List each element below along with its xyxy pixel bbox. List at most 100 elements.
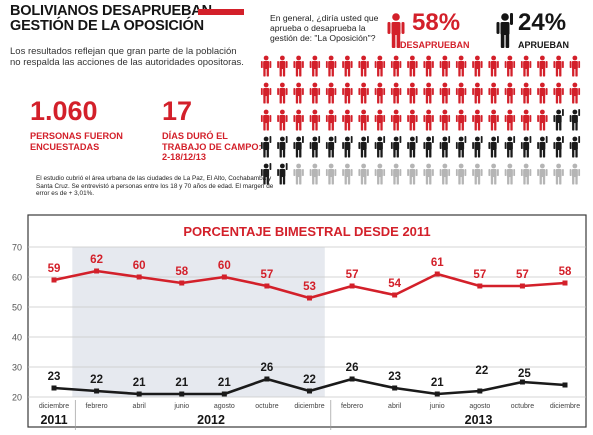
data-label: 26 <box>261 362 274 374</box>
data-label: 22 <box>90 374 103 386</box>
disapprove-person-icon <box>520 55 532 77</box>
approve-label: APRUEBAN <box>518 40 570 50</box>
data-label: 23 <box>48 371 61 383</box>
disapprove-person-icon <box>342 109 353 131</box>
disapprove-person-icon <box>553 55 564 77</box>
year-label: 2013 <box>465 413 493 427</box>
disapprove-person-icon <box>293 109 304 131</box>
neutral-person-icon <box>455 163 467 185</box>
survey-pictogram <box>260 55 581 185</box>
data-point <box>94 268 100 274</box>
disapprove-person-icon <box>260 109 272 131</box>
x-tick-label: abril <box>133 403 147 410</box>
disapprove-person-icon <box>472 55 483 77</box>
disapprove-person-icon <box>569 55 581 77</box>
chart-frame <box>27 214 587 428</box>
disapprove-person-icon <box>423 82 434 104</box>
disapprove-person-icon <box>488 109 499 131</box>
disapprove-person-icon <box>407 109 418 131</box>
disapprove-person-icon <box>407 82 418 104</box>
disapprove-person-icon <box>472 82 483 104</box>
disapprove-person-icon <box>439 109 451 131</box>
data-point <box>51 277 57 283</box>
disapprove-person-icon <box>504 82 516 104</box>
x-tick-label: febrero <box>85 403 107 410</box>
headline-subtitle: Los resultados reflejan que gran parte d… <box>10 46 244 68</box>
disapprove-person-icon <box>374 82 386 104</box>
data-point <box>562 280 568 286</box>
neutral-person-icon <box>553 163 564 185</box>
disapprove-person-icon <box>390 55 402 77</box>
data-label: 25 <box>518 368 531 380</box>
disapprove-person-icon <box>455 82 467 104</box>
neutral-person-icon <box>537 163 548 185</box>
approve-person-icon <box>277 163 288 185</box>
neutral-person-icon <box>439 163 451 185</box>
disapprove-person-icon <box>374 55 386 77</box>
approve-person-icon <box>358 136 369 158</box>
disapprove-person-icon <box>260 82 272 104</box>
approve-person-icon <box>260 163 272 185</box>
neutral-person-icon <box>390 163 402 185</box>
data-point <box>349 376 355 382</box>
approve-percentage: 24% <box>518 9 567 36</box>
disapprove-person-icon <box>520 109 532 131</box>
neutral-person-icon <box>358 163 369 185</box>
data-point <box>179 391 185 397</box>
disapprove-person-icon <box>342 82 353 104</box>
data-label: 23 <box>388 371 401 383</box>
x-tick-label: diciembre <box>294 403 324 410</box>
x-tick-label: abril <box>388 403 402 410</box>
data-point <box>519 283 525 289</box>
data-point <box>264 283 270 289</box>
days-value: 17 <box>162 96 193 126</box>
year-label: 2011 <box>40 413 67 427</box>
data-point <box>307 295 312 301</box>
disapprove-person-icon <box>553 82 564 104</box>
data-label: 58 <box>175 266 188 278</box>
x-tick-label: febrero <box>341 403 363 410</box>
disapprove-person-icon <box>358 82 369 104</box>
data-label: 21 <box>133 377 146 389</box>
disapprove-person-icon <box>293 55 304 77</box>
data-point <box>221 391 227 397</box>
neutral-person-icon <box>342 163 353 185</box>
disapprove-percentage: 58% <box>412 9 461 36</box>
disapprove-person-icon <box>325 82 337 104</box>
headline-line-2: GESTIÓN DE LA OPOSICIÓN <box>10 17 204 34</box>
x-tick-label: octubre <box>511 403 534 410</box>
disapprove-person-icon <box>309 109 321 131</box>
disapprove-person-icon <box>455 109 467 131</box>
neutral-person-icon <box>423 163 434 185</box>
approve-person-icon <box>520 136 532 158</box>
approve-person-icon <box>569 136 581 158</box>
neutral-person-icon <box>569 163 581 185</box>
approve-person-icon <box>342 136 353 158</box>
y-tick-label: 50 <box>12 303 22 313</box>
disapprove-person-icon <box>325 109 337 131</box>
approve-person-icon <box>455 136 467 158</box>
disapprove-person-icon <box>537 82 548 104</box>
disapprove-person-icon <box>439 82 451 104</box>
survey-question: En general, ¿diría usted que aprueba o d… <box>270 13 379 44</box>
disapprove-person-icon <box>569 82 581 104</box>
disapprove-person-icon <box>390 109 402 131</box>
disapprove-person-icon <box>390 82 402 104</box>
disapprove-person-icon <box>423 55 434 77</box>
x-tick-label: junio <box>173 403 189 410</box>
x-tick-label: agosto <box>469 403 490 410</box>
neutral-person-icon <box>325 163 337 185</box>
disapprove-person-icon <box>325 55 337 77</box>
methodology-note: El estudio cubrió el área urbana de las … <box>36 175 274 198</box>
disapprove-person-icon <box>407 55 418 77</box>
data-label: 22 <box>475 365 488 377</box>
disapprove-person-icon <box>260 55 272 77</box>
disapprove-person-icon <box>520 82 532 104</box>
disapprove-person-icon <box>439 55 451 77</box>
data-label: 21 <box>218 377 231 389</box>
approve-person-icon <box>472 136 483 158</box>
data-point <box>477 388 483 394</box>
disapprove-person-icon <box>374 109 386 131</box>
headline-line-1: BOLIVIANOS DESAPRUEBAN <box>10 3 212 19</box>
respondents-label: PERSONAS FUERON ENCUESTADAS <box>30 131 123 152</box>
